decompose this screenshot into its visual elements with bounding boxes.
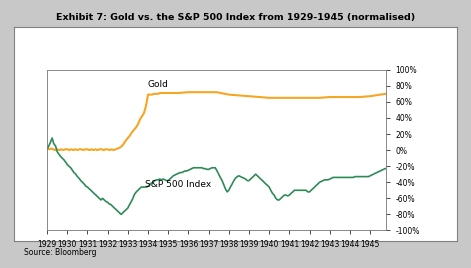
Text: Gold: Gold	[148, 80, 169, 89]
Text: Source: Bloomberg: Source: Bloomberg	[24, 248, 96, 257]
Text: S&P 500 Index: S&P 500 Index	[145, 180, 211, 189]
Text: Exhibit 7: Gold vs. the S&P 500 Index from 1929-1945 (normalised): Exhibit 7: Gold vs. the S&P 500 Index fr…	[56, 13, 415, 23]
